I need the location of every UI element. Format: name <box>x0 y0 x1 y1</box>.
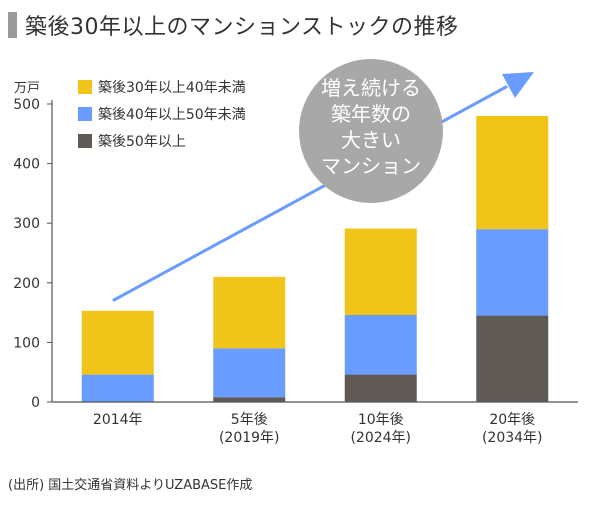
x-category-label: (2024年) <box>350 430 411 446</box>
bar-segment <box>213 397 286 402</box>
source-note: (出所) 国土交通省資料よりUZABASE作成 <box>8 478 253 493</box>
bar-segment <box>213 348 286 398</box>
x-category-label: 5年後 <box>231 412 268 428</box>
callout-text-line: 大きい <box>341 128 401 152</box>
legend-label: 築後50年以上 <box>98 134 186 150</box>
callout-text-line: 築年数の <box>331 102 411 126</box>
y-tick-label: 500 <box>13 97 40 113</box>
x-category-label: 20年後 <box>489 412 535 428</box>
title-block: 築後30年以上のマンションストックの推移 <box>8 10 459 40</box>
legend-label: 築後40年以上50年未満 <box>98 107 246 123</box>
callout-circle <box>299 59 443 203</box>
bar-segment <box>81 374 154 402</box>
bar-segment <box>476 315 549 402</box>
y-tick-label: 200 <box>13 276 40 292</box>
stacked-bar-chart: 万戸 0 100 200 300 400 500 2014年 5年後 (2019年) 10年後 (20… <box>13 59 578 446</box>
bar-segment <box>344 228 417 315</box>
bar-segment <box>476 115 549 230</box>
legend-swatch <box>78 107 92 121</box>
x-category-label: 10年後 <box>358 412 404 428</box>
x-category-label: (2019年) <box>219 430 280 446</box>
x-category-label: (2034年) <box>482 430 543 446</box>
legend-swatch <box>78 134 92 148</box>
callout-text-line: マンション <box>321 154 421 178</box>
bar-segment <box>81 310 154 375</box>
legend-label: 築後30年以上40年未満 <box>98 80 246 96</box>
bar-segment <box>344 374 417 402</box>
title-accent-bar <box>8 12 17 38</box>
y-tick-label: 400 <box>13 157 40 173</box>
callout-text-line: 増え続ける <box>321 76 421 100</box>
y-tick-label: 300 <box>13 216 40 232</box>
bar-segment <box>213 276 286 349</box>
trend-arrow-head <box>502 72 534 98</box>
chart-title: 築後30年以上のマンションストックの推移 <box>25 15 459 40</box>
x-category-label: 2014年 <box>93 412 143 428</box>
legend-swatch <box>78 80 92 94</box>
y-axis-unit-label: 万戸 <box>14 81 40 96</box>
y-tick-label: 100 <box>13 335 40 351</box>
bar-segment <box>476 229 549 316</box>
bar-segment <box>344 314 417 375</box>
y-tick-label: 0 <box>31 395 40 411</box>
